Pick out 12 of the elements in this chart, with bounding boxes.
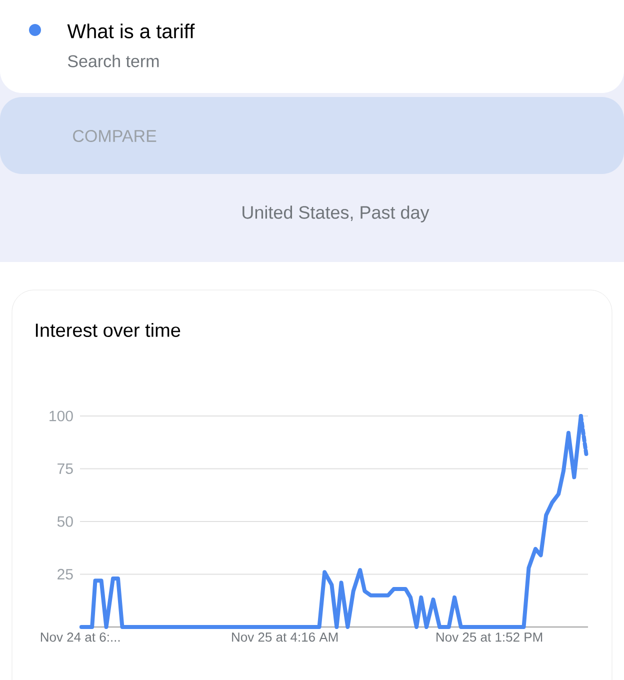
text: United States, Past day [242,206,430,222]
y-tick-label: 100 [50,410,73,422]
x-tick-label: Nov 24 at 6:... [40,632,120,642]
text: Search term [68,54,159,68]
x-tick-label: Nov 25 at 1:52 PM [436,632,542,642]
y-tick-label: 75 [58,464,73,474]
y-tick-label: 25 [58,568,73,580]
y-tick-label: 50 [57,516,73,527]
text: COMPARE [73,130,156,142]
chart-title: Interest over time [36,323,180,337]
x-tick-label: Nov 25 at 4:16 AM [232,632,338,642]
legend-label: What is a tariff [67,24,195,38]
